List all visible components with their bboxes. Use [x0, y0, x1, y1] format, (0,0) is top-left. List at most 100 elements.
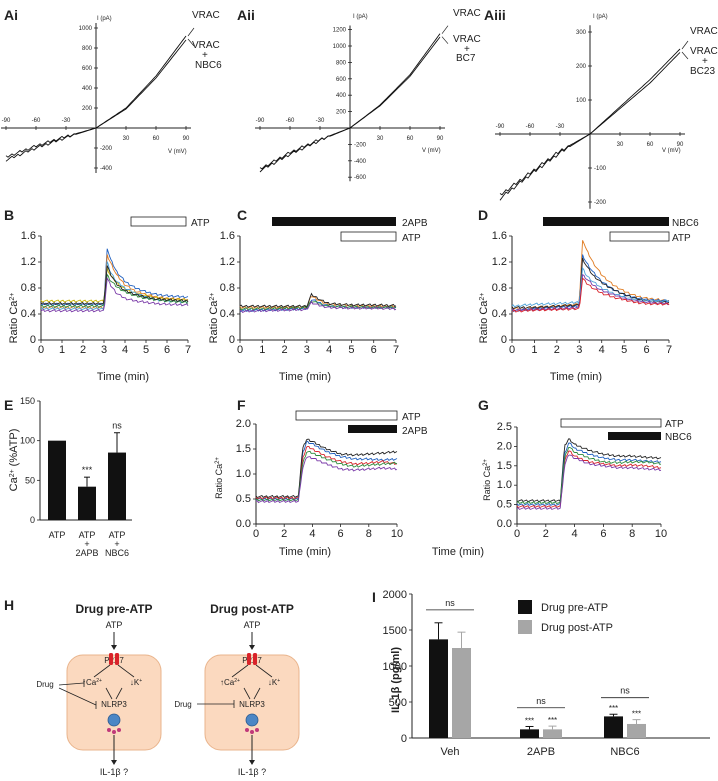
legend-swatch-post: [518, 620, 532, 634]
y-tick-label: 1.6: [21, 230, 36, 242]
legend-label-1: VRAC: [453, 8, 481, 19]
inflammasome-icon: [107, 713, 121, 727]
trace-cell3: [516, 450, 662, 509]
y-tick-label: 2.0: [497, 440, 512, 452]
ca-to-nlrp3: [105, 687, 113, 700]
significance-label: ***: [525, 716, 534, 725]
ns-label: ns: [445, 598, 455, 608]
category-label-3b: +: [114, 539, 119, 549]
trace-cell7: [40, 265, 189, 306]
x-tick-label: 8: [366, 528, 372, 540]
panel-e: E Ca2+(%ATP) ATP ATP + 2APB ATP + NBC6 0…: [4, 396, 132, 558]
x-tick-label: 0: [514, 528, 520, 540]
y-tick-label: 0.0: [497, 518, 512, 530]
x-tick-label: -90: [256, 118, 265, 124]
drug-inhibit-ca: [58, 682, 85, 686]
k-to-nlrp3: [115, 687, 123, 700]
p2x7-channel-right: [253, 653, 257, 665]
trace-cell2: [239, 296, 397, 310]
x-axis-label: Time (min): [279, 546, 331, 558]
trace-cell5: [255, 456, 398, 504]
nbc6-bar: [543, 217, 669, 226]
y-tick-label: 200: [336, 110, 347, 116]
trace-cell1: [511, 240, 670, 311]
y-axis-label: Ratio Ca2+: [482, 459, 492, 501]
bar-2: [78, 486, 96, 520]
y-tick-label: 1.6: [220, 230, 235, 242]
x-tick-label: -60: [526, 124, 535, 130]
x-tick-label: 4: [309, 528, 315, 540]
y-tick-label: 0: [229, 334, 235, 346]
y-axis-label: Ratio Ca2+: [214, 457, 224, 499]
y-tick-label: 600: [336, 77, 347, 83]
ca-to-nlrp3: [243, 687, 251, 700]
caspase-icon-3: [255, 728, 259, 732]
x-tick-label: -30: [316, 118, 325, 124]
legend-label-3: +: [464, 44, 470, 55]
ca-arrow: [93, 664, 111, 678]
iv-trace-2: [5, 39, 187, 158]
2apb-bar: [272, 217, 396, 226]
ca-arrow: [231, 664, 249, 678]
atp-bar-label: ATP: [402, 412, 421, 423]
category-label-1: Veh: [441, 746, 460, 758]
trace-cell5: [239, 300, 397, 313]
significance-label: ***: [609, 704, 618, 713]
y-tick-label: 2.0: [236, 418, 251, 430]
atp-arrowhead: [111, 645, 117, 650]
il-label: IL-1β ?: [238, 767, 266, 777]
trace-cell2: [255, 445, 398, 500]
nbc6-bar-label: NBC6: [672, 218, 699, 229]
x-tick-label: 2: [543, 528, 549, 540]
x-tick-label: 2: [282, 344, 288, 356]
drug-inhibit-nlrp3: [58, 687, 97, 706]
k-to-nlrp3: [253, 687, 261, 700]
panel-label: G: [478, 397, 489, 413]
y-tick-label: 0.5: [497, 499, 512, 511]
p2x7-channel-left: [247, 653, 251, 665]
panel-label: B: [4, 207, 14, 223]
caspase-icon-1: [107, 728, 111, 732]
y-tick-label: 150: [20, 396, 35, 406]
x-tick-label: 5: [143, 344, 149, 356]
y-tick-label: 1.5: [236, 443, 251, 455]
x-tick-label: 0: [38, 344, 44, 356]
x-tick-label: -90: [496, 124, 505, 130]
p2x7-channel-left: [109, 653, 113, 665]
x-tick-label: 4: [122, 344, 128, 356]
y-tick-label: 0.5: [236, 493, 251, 505]
k-arrow: [117, 664, 135, 678]
k-arrow: [255, 664, 273, 678]
y-tick-label: 0: [30, 334, 36, 346]
x-tick-label: 3: [576, 344, 582, 356]
x-axis-label: Time (min): [279, 371, 331, 383]
y-axis-label: I (pA): [97, 16, 112, 22]
drug-label: Drug: [174, 700, 191, 709]
panel-d: D NBC6 ATP Ratio Ca2+ Time (min) 0 1 2 3 4 5 6…: [478, 207, 699, 383]
panel-label: Aiii: [484, 7, 506, 23]
ns-label: ns: [620, 686, 630, 696]
y-tick-label: 1.0: [236, 468, 251, 480]
x-tick-label: 7: [393, 344, 399, 356]
y-tick-label: 1.0: [497, 479, 512, 491]
x-tick-label: 30: [123, 136, 130, 142]
y-tick-label: -200: [354, 142, 367, 148]
y-tick-label: 1000: [79, 26, 93, 32]
y-tick-label: 100: [576, 98, 587, 104]
trace-cell3: [255, 438, 398, 499]
x-axis-label-extra: Time (min): [432, 546, 484, 558]
schematic-title-pre: Drug pre-ATP: [75, 602, 152, 616]
panel-ai: Ai I (pA) V (mV) VRAC VRAC + NBC6 -90 -60…: [1, 7, 222, 173]
x-tick-label: -30: [556, 124, 565, 130]
panel-h: H Drug pre-ATP Drug post-ATP ATP P2X7 ↑Ca2…: [4, 597, 300, 777]
x-tick-label: -60: [32, 118, 41, 124]
il-arrowhead: [111, 760, 117, 765]
y-axis-label: Ratio Ca2+: [8, 293, 20, 344]
y-axis-label: IL-1β (pg/ml): [390, 647, 402, 713]
category-label-2a: ATP: [79, 530, 96, 540]
x-axis-label: Time (min): [550, 371, 602, 383]
y-tick-label: -400: [100, 166, 113, 172]
x-tick-label: 0: [509, 344, 515, 356]
y-tick-label: 1200: [333, 28, 347, 34]
y-tick-label: -200: [594, 200, 607, 206]
